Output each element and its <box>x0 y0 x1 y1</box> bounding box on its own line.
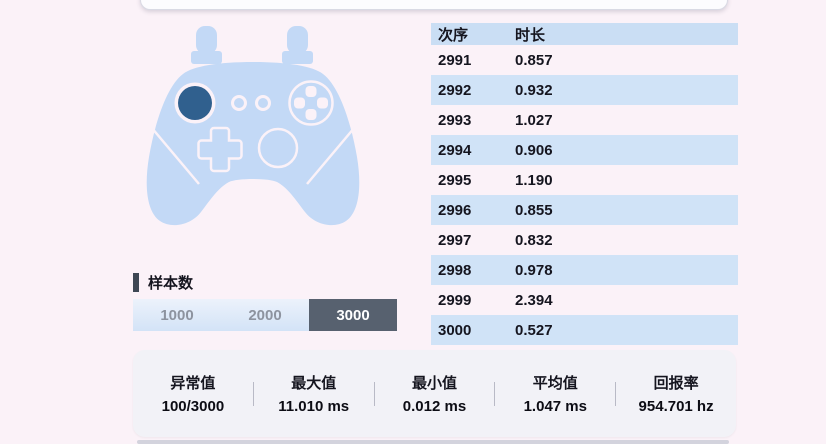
col-header-sequence: 次序 <box>438 26 469 44</box>
stat-label: 最大值 <box>291 375 337 392</box>
section-marker <box>133 273 139 292</box>
right-stick-icon <box>257 127 299 169</box>
dur-cell: 1.027 <box>515 111 553 129</box>
stat-outliers: 异常值 100/3000 <box>133 372 253 415</box>
left-trigger-icon <box>191 26 222 64</box>
dur-cell: 1.190 <box>515 171 553 189</box>
stat-label: 平均值 <box>532 375 578 392</box>
seq-cell: 2993 <box>438 111 472 129</box>
bottom-cutoff-strip <box>137 440 729 444</box>
stat-value: 100/3000 <box>161 398 225 415</box>
dur-cell: 0.832 <box>515 231 553 249</box>
seq-cell: 2999 <box>438 291 472 309</box>
table-row: 2991 0.857 <box>431 45 738 75</box>
right-grip-line <box>306 126 356 185</box>
divider <box>615 381 617 406</box>
seq-cell: 2995 <box>438 171 472 189</box>
seq-cell: 2996 <box>438 201 472 219</box>
table-row: 2992 0.932 <box>431 75 738 105</box>
stats-summary-card: 异常值 100/3000 最大值 11.010 ms 最小值 0.012 ms … <box>133 350 736 437</box>
seq-cell: 2994 <box>438 141 472 159</box>
seq-cell: 3000 <box>438 321 472 339</box>
table-body: 2991 0.857 2992 0.932 2993 1.027 2994 0.906 … <box>431 45 738 345</box>
divider <box>494 381 496 406</box>
left-stick[interactable] <box>178 86 212 120</box>
table-row: 3000 0.527 <box>431 315 738 345</box>
table-row: 2996 0.855 <box>431 195 738 225</box>
table-row: 2999 2.394 <box>431 285 738 315</box>
stat-value: 954.701 hz <box>638 398 714 415</box>
table-row: 2994 0.906 <box>431 135 738 165</box>
divider <box>373 381 375 406</box>
dur-cell: 0.527 <box>515 321 553 339</box>
stat-label: 最小值 <box>411 375 457 392</box>
results-table: 次序 时长 2991 0.857 2992 0.932 2993 1.027 2994… <box>431 23 738 345</box>
menu-button-icon <box>255 95 271 111</box>
right-trigger-icon <box>282 26 313 64</box>
stat-value: 0.012 ms <box>402 398 467 415</box>
table-row: 2995 1.190 <box>431 165 738 195</box>
table-row: 2993 1.027 <box>431 105 738 135</box>
stat-label: 异常值 <box>170 375 216 392</box>
seq-cell: 2991 <box>438 51 472 69</box>
stat-value: 11.010 ms <box>278 398 350 415</box>
table-row: 2998 0.978 <box>431 255 738 285</box>
view-button-icon <box>231 95 247 111</box>
stat-max: 最大值 11.010 ms <box>254 372 374 415</box>
dur-cell: 0.906 <box>515 141 553 159</box>
dur-cell: 0.932 <box>515 81 553 99</box>
left-grip-line <box>150 126 200 185</box>
stat-average: 平均值 1.047 ms <box>495 372 615 415</box>
divider <box>252 381 254 406</box>
stat-value: 1.047 ms <box>523 398 587 415</box>
dur-cell: 0.978 <box>515 261 553 279</box>
col-header-duration: 时长 <box>515 26 546 44</box>
stat-label: 回报率 <box>653 375 699 392</box>
sample-count-header: 样本数 <box>133 272 193 293</box>
dur-cell: 0.855 <box>515 201 553 219</box>
sample-option-2000[interactable]: 2000 <box>221 299 309 331</box>
table-header: 次序 时长 <box>431 23 738 45</box>
stat-polling-rate: 回报率 954.701 hz <box>616 372 736 415</box>
seq-cell: 2998 <box>438 261 472 279</box>
dur-cell: 2.394 <box>515 291 553 309</box>
table-row: 2997 0.832 <box>431 225 738 255</box>
dur-cell: 0.857 <box>515 51 553 69</box>
seq-cell: 2992 <box>438 81 472 99</box>
dpad-icon <box>197 126 243 173</box>
top-card-cutoff <box>140 0 728 10</box>
sample-option-3000[interactable]: 3000 <box>309 299 397 331</box>
stat-min: 最小值 0.012 ms <box>375 372 495 415</box>
abxy-buttons-icon <box>288 80 334 126</box>
gamepad-body <box>146 62 360 226</box>
sample-count-label: 样本数 <box>148 275 194 292</box>
sample-option-1000[interactable]: 1000 <box>133 299 221 331</box>
sample-count-segmented-control: 1000 2000 3000 <box>133 299 397 331</box>
gamepad-illustration <box>146 26 360 226</box>
seq-cell: 2997 <box>438 231 472 249</box>
